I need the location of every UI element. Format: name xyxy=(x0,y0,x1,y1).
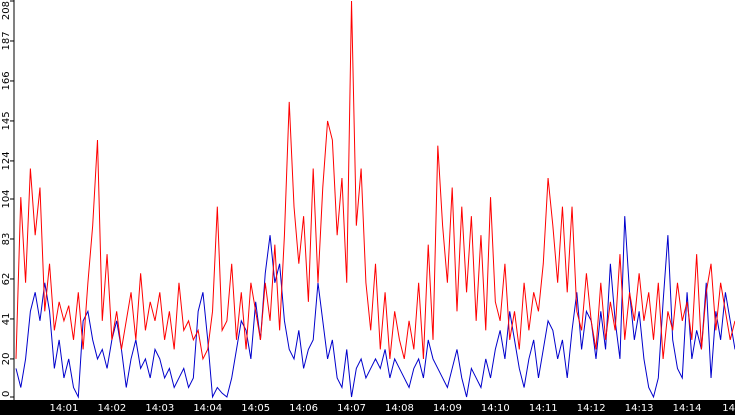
y-tick-label: 41 xyxy=(1,313,12,326)
y-tick-label: 104 xyxy=(1,189,12,208)
x-tick-label: 14:01 xyxy=(50,403,79,414)
x-tick-label: 14:14 xyxy=(673,403,702,414)
x-tick-label: 14:07 xyxy=(337,403,366,414)
x-tick-label: 14:05 xyxy=(241,403,270,414)
x-tick-label: 14:09 xyxy=(433,403,462,414)
x-tick-label: 14:03 xyxy=(145,403,174,414)
y-tick-label: 0 xyxy=(1,391,12,397)
y-tick-label: 208 xyxy=(1,1,12,20)
x-tick-label: 14:06 xyxy=(289,403,318,414)
x-axis-band xyxy=(0,400,735,415)
x-tick-label: 14:11 xyxy=(529,403,558,414)
series-line xyxy=(15,216,735,399)
y-tick-label: 83 xyxy=(1,233,12,246)
y-tick-label: 145 xyxy=(1,111,12,130)
x-tick-label: 14:04 xyxy=(193,403,222,414)
y-tick-label: 62 xyxy=(1,273,12,286)
y-tick-label: 166 xyxy=(1,71,12,90)
x-tick-label: 14:02 xyxy=(97,403,126,414)
x-tick-label: 14 xyxy=(722,403,735,414)
x-tick-label: 14:08 xyxy=(385,403,414,414)
x-tick-label: 14:10 xyxy=(481,403,510,414)
x-tick-label: 14:12 xyxy=(577,403,606,414)
y-tick-label: 124 xyxy=(1,151,12,170)
x-tick-label: 14:13 xyxy=(625,403,654,414)
series-line xyxy=(15,0,735,361)
y-tick-label: 187 xyxy=(1,31,12,50)
y-tick-label: 20 xyxy=(1,353,12,366)
